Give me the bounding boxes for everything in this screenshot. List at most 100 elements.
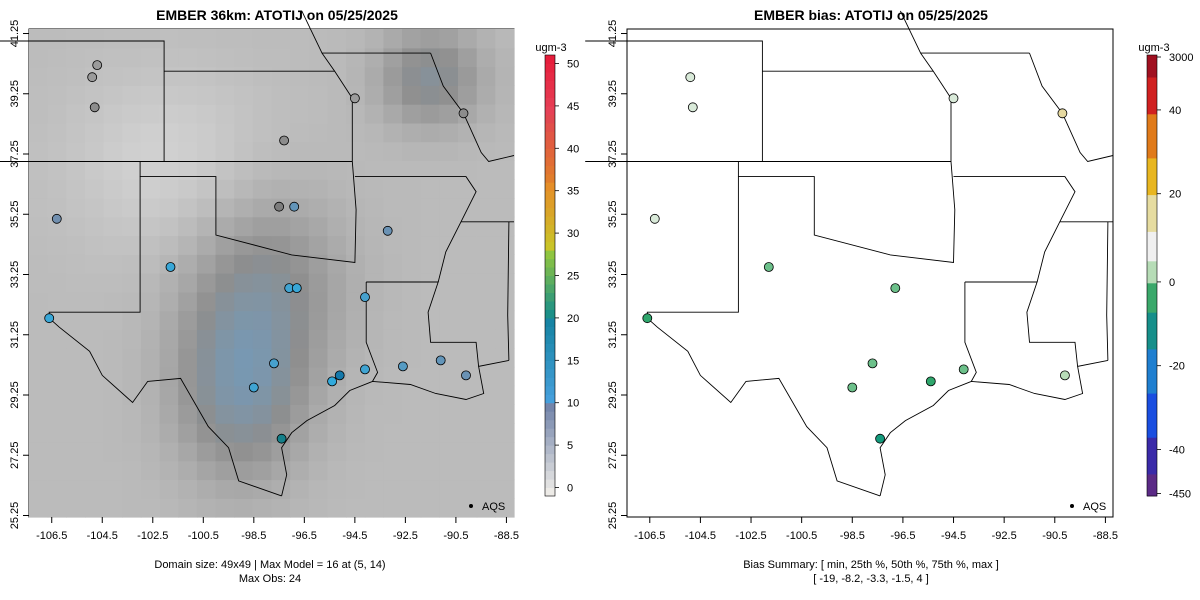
model-cell	[234, 366, 254, 387]
x-tick-label: -102.5	[137, 530, 168, 542]
model-cell	[364, 66, 385, 86]
model-cell	[252, 66, 273, 86]
model-cell	[346, 366, 366, 387]
model-cell	[234, 291, 254, 312]
model-cell	[271, 141, 291, 161]
model-cell	[308, 291, 329, 312]
model-cell	[159, 47, 179, 68]
bias-site-marker	[867, 358, 878, 369]
state-boundary	[48, 317, 282, 497]
model-cell	[122, 29, 142, 49]
model-cell	[458, 254, 478, 274]
x-tick-label: -88.5	[494, 530, 519, 542]
model-cell	[215, 122, 235, 143]
model-cell	[420, 66, 440, 86]
model-cell	[439, 423, 459, 443]
state-boundary	[139, 161, 357, 264]
colorbar-segment	[545, 250, 555, 260]
colorbar-segment	[1147, 481, 1157, 490]
model-cell	[159, 291, 179, 312]
colorbar-tick-label: 40	[567, 143, 579, 155]
model-cell	[495, 329, 515, 349]
model-cell	[140, 479, 161, 499]
model-cell	[420, 179, 440, 199]
colorbar-segment	[1147, 150, 1157, 159]
model-cell	[29, 479, 49, 499]
model-cell	[234, 385, 254, 405]
model-cell	[439, 141, 459, 161]
model-cell	[66, 385, 86, 405]
model-cell	[178, 329, 198, 349]
model-cell	[234, 141, 254, 161]
model-cell	[308, 235, 329, 255]
model-cell	[215, 66, 235, 86]
model-cell	[47, 385, 67, 405]
model-cell	[140, 423, 161, 443]
model-cell	[402, 404, 422, 424]
model-cell	[383, 460, 403, 481]
colorbar-segment	[545, 428, 555, 438]
model-cell	[252, 273, 273, 293]
model-cell	[85, 479, 105, 499]
model-cell	[308, 122, 329, 143]
site-marker	[87, 72, 98, 83]
model-cell	[29, 179, 49, 199]
colorbar-segment	[1147, 400, 1157, 409]
model-cell	[495, 85, 515, 105]
model-cell	[122, 273, 142, 293]
colorbar-segment	[545, 309, 555, 319]
model-cell	[290, 85, 310, 105]
model-cell	[234, 254, 254, 274]
model-cell	[66, 197, 86, 218]
model-cell	[308, 216, 329, 237]
model-cell	[290, 404, 310, 424]
model-cell	[29, 423, 49, 443]
model-cell	[47, 460, 67, 481]
model-cell	[402, 66, 422, 86]
colorbar-tick-label: 0	[567, 483, 573, 495]
model-cell	[495, 160, 515, 180]
model-cell	[346, 235, 366, 255]
colorbar-segment	[545, 114, 555, 124]
model-cell	[495, 273, 515, 293]
model-cell	[29, 197, 49, 218]
model-cell	[327, 216, 347, 237]
model-cell	[290, 141, 310, 161]
state-boundary	[899, 10, 1030, 54]
model-cell	[196, 273, 217, 293]
model-cell	[85, 104, 105, 124]
model-cell	[47, 47, 67, 68]
model-cell	[346, 441, 366, 462]
colorbar-segment	[1147, 260, 1157, 269]
model-cell	[495, 423, 515, 443]
model-cell	[122, 404, 142, 424]
y-tick-label: 35.25	[607, 200, 619, 228]
colorbar-tick-label: 40	[1169, 105, 1181, 117]
x-tick-label: -98.5	[241, 530, 266, 542]
model-cell	[66, 29, 86, 49]
model-cell	[383, 160, 403, 180]
model-cell	[290, 216, 310, 237]
panel2-title: EMBER bias: ATOTIJ on 05/25/2025	[754, 7, 988, 23]
model-cell	[439, 385, 459, 405]
y-tick-label: 29.25	[9, 381, 21, 409]
model-cell	[364, 441, 385, 462]
colorbar-segment	[545, 487, 555, 497]
model-cell	[271, 254, 291, 274]
model-cell	[476, 348, 496, 368]
model-cell	[215, 254, 235, 274]
model-cell	[196, 216, 217, 237]
model-cell	[47, 404, 67, 424]
model-cell	[346, 404, 366, 424]
model-cell	[271, 216, 291, 237]
colorbar-segment	[1147, 334, 1157, 343]
colorbar-tick-label: 10	[567, 398, 579, 410]
model-cell	[178, 291, 198, 312]
model-cell	[308, 85, 329, 105]
colorbar-segment	[1147, 363, 1157, 372]
model-cell	[476, 29, 496, 49]
model-cell	[495, 66, 515, 86]
model-cell	[402, 47, 422, 68]
state-boundary	[964, 281, 1079, 367]
model-cell	[308, 66, 329, 86]
